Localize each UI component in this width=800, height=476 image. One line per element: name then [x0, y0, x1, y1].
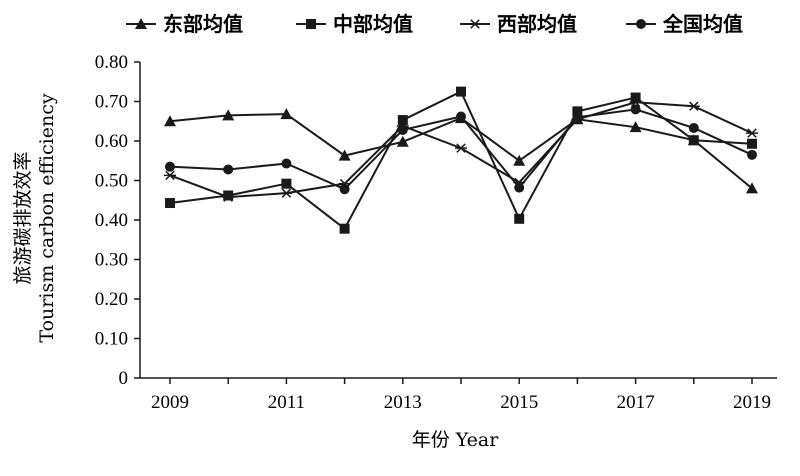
y-tick-label: 0.20	[95, 289, 128, 310]
y-axis-title-cn: 旅游碳排放效率	[12, 151, 34, 284]
series-circle	[165, 104, 757, 195]
data-point-square	[572, 106, 583, 117]
data-point-triangle	[222, 109, 235, 121]
axes: 0 0.10 0.20 0.30 0.40 0.50 0.60 0.70 0.80 2009 201…	[95, 52, 777, 413]
data-point-asterisk	[280, 188, 293, 198]
y-tick-label: 0.30	[95, 250, 128, 271]
y-tick-label: 0.80	[95, 52, 128, 73]
legend-label: 西部均值	[497, 12, 577, 36]
data-point-square	[223, 190, 234, 201]
data-point-asterisk	[687, 101, 700, 111]
x-tick-label: 2019	[733, 392, 771, 413]
data-point-square	[281, 178, 292, 189]
data-point-circle	[281, 158, 292, 169]
data-point-triangle	[746, 182, 758, 194]
legend-label: 东部均值	[163, 12, 243, 36]
y-tick-label: 0.70	[95, 92, 128, 113]
x-tick-label: 2015	[500, 392, 538, 413]
data-point-triangle	[280, 108, 293, 120]
data-point-circle	[456, 111, 466, 122]
y-tick-label: 0.10	[95, 329, 128, 350]
data-point-triangle	[513, 154, 526, 166]
legend-item-circle: 全国均值	[626, 12, 743, 36]
data-point-circle	[630, 104, 641, 115]
data-point-circle	[572, 112, 583, 123]
series-asterisk	[164, 97, 758, 202]
legend-item-triangle: 东部均值	[126, 12, 243, 36]
y-tick-label: 0.40	[95, 210, 128, 231]
data-point-triangle	[164, 115, 176, 127]
legend-item-square: 中部均值	[296, 12, 413, 36]
data-point-square	[165, 198, 175, 209]
legend-marker-circle	[636, 19, 646, 29]
data-point-asterisk	[746, 128, 758, 138]
legend: 东部均值 中部均值 西部均值 全国均值	[126, 12, 743, 36]
y-tick-label: 0.50	[95, 171, 128, 192]
y-axis-title-en: Tourism carbon efficiency	[36, 93, 58, 342]
x-tick-label: 2017	[617, 392, 655, 413]
legend-marker-triangle	[135, 18, 147, 29]
series-square	[165, 86, 757, 234]
y-tick-label: 0	[119, 368, 129, 389]
data-point-triangle	[629, 121, 642, 133]
data-point-square	[397, 115, 408, 126]
data-point-asterisk	[164, 170, 176, 181]
data-point-asterisk	[455, 143, 467, 153]
y-tick-label: 0.60	[95, 131, 128, 152]
data-point-square	[747, 138, 757, 149]
x-tick-label: 2013	[384, 392, 422, 413]
data-point-circle	[514, 182, 525, 193]
y-axis-title: 旅游碳排放效率 Tourism carbon efficiency	[12, 93, 58, 342]
data-point-circle	[397, 124, 408, 135]
legend-item-asterisk: 西部均值	[460, 12, 577, 36]
data-point-asterisk	[629, 97, 642, 108]
legend-label: 中部均值	[333, 12, 413, 36]
data-point-circle	[223, 164, 234, 175]
legend-marker-square	[306, 19, 316, 29]
legend-label: 全国均值	[662, 12, 743, 36]
data-point-circle	[747, 149, 757, 160]
data-point-circle	[688, 122, 699, 133]
data-point-circle	[339, 184, 350, 195]
x-tick-label: 2011	[268, 392, 305, 413]
legend-marker-asterisk	[469, 19, 481, 29]
data-point-asterisk	[222, 192, 235, 202]
data-point-square	[688, 135, 699, 146]
data-point-square	[456, 86, 466, 97]
data-point-triangle	[396, 135, 409, 147]
x-axis-title: 年份 Year	[412, 429, 500, 451]
series-group	[164, 86, 758, 234]
data-point-square	[514, 213, 525, 224]
data-point-square	[630, 92, 641, 103]
x-tick-label: 2009	[151, 392, 189, 413]
series-line-triangle	[169, 113, 753, 190]
data-point-circle	[165, 161, 175, 172]
data-point-square	[339, 223, 350, 234]
data-point-triangle	[338, 149, 351, 161]
